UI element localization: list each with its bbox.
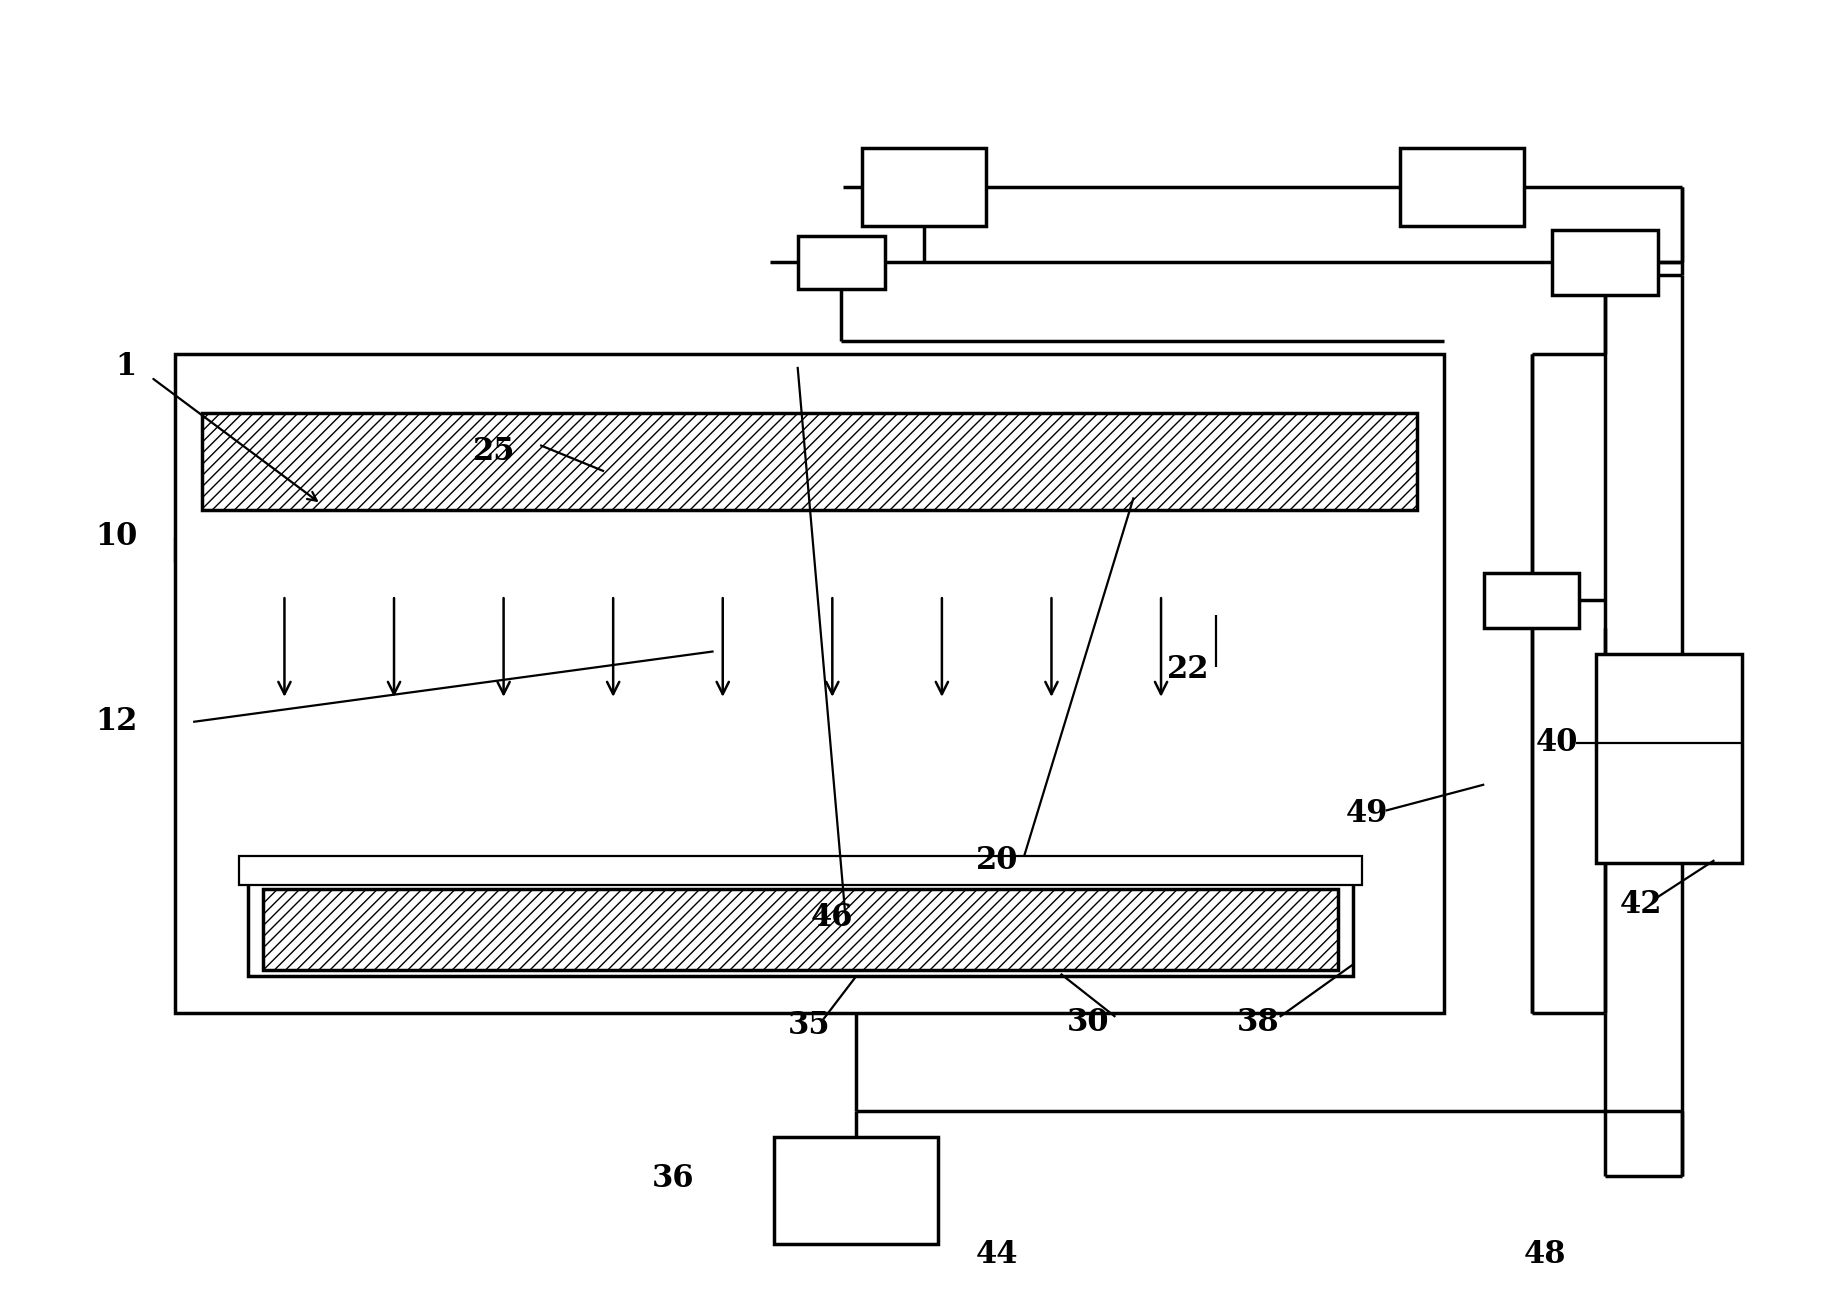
Bar: [176, 353, 1445, 1012]
Bar: [240, 857, 1363, 886]
Text: 30: 30: [1066, 1007, 1108, 1037]
Text: 22: 22: [1167, 654, 1209, 685]
Text: 20: 20: [975, 845, 1019, 876]
Text: 25: 25: [474, 436, 516, 467]
Text: 1: 1: [115, 352, 135, 382]
Bar: [861, 148, 986, 226]
Text: 44: 44: [975, 1239, 1019, 1270]
Bar: [774, 1137, 938, 1244]
Bar: [1595, 654, 1741, 863]
Bar: [797, 237, 885, 289]
Bar: [1485, 573, 1578, 628]
Bar: [203, 412, 1417, 510]
Text: 36: 36: [653, 1163, 695, 1194]
Text: 48: 48: [1524, 1239, 1566, 1270]
Text: 49: 49: [1346, 798, 1388, 829]
Text: 12: 12: [95, 706, 137, 738]
Text: 10: 10: [95, 521, 137, 552]
Bar: [1551, 230, 1657, 296]
Bar: [1401, 148, 1524, 226]
Text: 46: 46: [810, 903, 854, 933]
Bar: [263, 889, 1339, 969]
Text: 42: 42: [1620, 889, 1663, 920]
Text: 35: 35: [786, 1011, 830, 1041]
Text: 40: 40: [1536, 727, 1578, 759]
Text: 38: 38: [1236, 1007, 1278, 1037]
Bar: [249, 870, 1353, 976]
